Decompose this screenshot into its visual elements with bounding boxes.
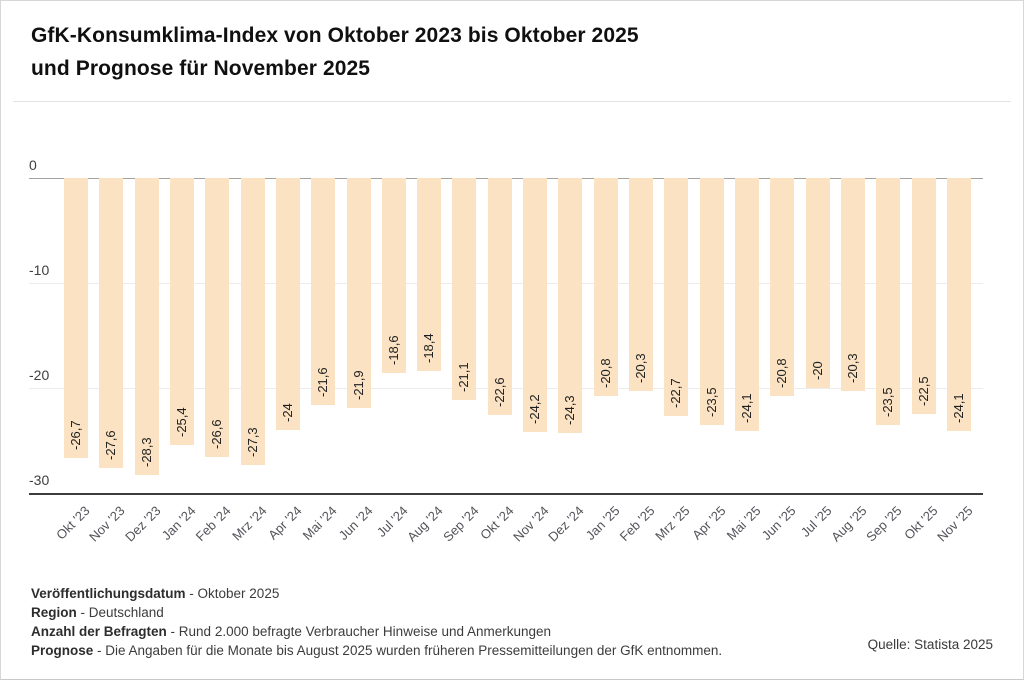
bar-value-label: -20 xyxy=(809,361,825,380)
footer-label: Veröffentlichungsdatum xyxy=(31,586,186,601)
footer-line-publication: Veröffentlichungsdatum - Oktober 2025 xyxy=(31,584,823,603)
bar-value-label: -24,3 xyxy=(562,395,578,426)
bar: -23,5 xyxy=(699,178,724,425)
page-title-line2: und Prognose für November 2025 xyxy=(31,57,371,80)
bar-value-label: -26,7 xyxy=(68,420,83,451)
bar-value-label: -24,2 xyxy=(527,394,543,425)
bar: -20,8 xyxy=(770,178,795,397)
x-axis-line xyxy=(29,493,983,495)
bar-value-label: -24,1 xyxy=(738,393,754,424)
bar-value-label: -21,9 xyxy=(350,370,366,400)
footer-line-forecast: Prognose - Die Angaben für die Monate bi… xyxy=(31,641,823,660)
bar: -18,6 xyxy=(381,178,406,374)
bar: -20,3 xyxy=(629,178,653,392)
bar: -24,1 xyxy=(734,178,759,432)
bar-value-label: -26,6 xyxy=(209,419,225,450)
footer-notes: Veröffentlichungsdatum - Oktober 2025 Re… xyxy=(31,584,823,660)
page-title: GfK-Konsumklima-Index von Oktober 2023 b… xyxy=(31,19,993,85)
page-title-line1: GfK-Konsumklima-Index von Oktober 2023 b… xyxy=(31,24,639,47)
bar: -28,3 xyxy=(134,178,159,476)
y-axis-tick-label: -10 xyxy=(29,262,50,278)
bar: -21,9 xyxy=(346,178,371,408)
bar-value-label: -22,5 xyxy=(915,376,931,407)
bar-value-label: -28,3 xyxy=(138,437,154,468)
bar: -27,3 xyxy=(240,178,265,465)
bar: -22,7 xyxy=(664,178,689,417)
bar-value-label: -20,3 xyxy=(844,353,860,384)
bar: -20,8 xyxy=(593,178,618,397)
bar: -27,6 xyxy=(99,178,124,468)
bar-value-label: -24,1 xyxy=(950,393,966,424)
bar: -25,4 xyxy=(169,178,194,445)
bar: -23,5 xyxy=(876,178,901,425)
bar-value-label: -20,8 xyxy=(774,358,790,389)
footer-label: Prognose xyxy=(31,643,94,658)
bar-value-label: -21,6 xyxy=(315,367,331,397)
bar-value-label: -20,3 xyxy=(633,353,648,384)
y-axis-tick-label: -20 xyxy=(29,367,50,383)
bar: -21,6 xyxy=(311,178,336,405)
bar-value-label: -23,5 xyxy=(880,387,896,417)
bar: -26,7 xyxy=(64,178,88,459)
bar-value-label: -20,8 xyxy=(597,358,613,389)
y-axis-tick-label: -30 xyxy=(29,472,50,488)
bar-value-label: -27,3 xyxy=(244,427,260,457)
bar: -24,1 xyxy=(946,178,971,432)
bar-value-label: -23,5 xyxy=(703,387,719,417)
footer-label: Anzahl der Befragten xyxy=(31,624,167,639)
bar: -18,4 xyxy=(417,178,442,372)
footer-line-respondents: Anzahl der Befragten - Rund 2.000 befrag… xyxy=(31,622,823,641)
bar-value-label: -24 xyxy=(279,403,295,422)
bar: -22,6 xyxy=(487,178,512,416)
footer-value: - Oktober 2025 xyxy=(189,586,280,601)
bar: -20,3 xyxy=(840,178,865,392)
footer-value: - Die Angaben für die Monate bis August … xyxy=(97,643,723,658)
bar-value-label: -22,7 xyxy=(668,378,684,409)
footer-label: Region xyxy=(31,605,77,620)
bars-group: -26,7 -27,6 -28,3 -25,4 -26,6 -27,3 -24 -21,6 -2… xyxy=(64,178,971,493)
footer-value: - Rund 2.000 befragte Verbraucher Hinwei… xyxy=(170,624,552,639)
bar: -20 xyxy=(805,178,830,388)
bar-value-label: -25,4 xyxy=(173,407,189,437)
source-note: Quelle: Statista 2025 xyxy=(867,637,993,652)
bar: -26,6 xyxy=(205,178,230,458)
bar-value-label: -18,6 xyxy=(385,335,401,366)
bar: -22,5 xyxy=(911,178,936,415)
title-divider xyxy=(13,101,1011,102)
bar-value-label: -27,6 xyxy=(103,430,119,460)
bar-value-label: -18,4 xyxy=(421,333,437,364)
y-axis-tick-label: 0 xyxy=(29,157,37,173)
bar: -24 xyxy=(275,178,300,430)
footer-value: - Deutschland xyxy=(80,605,164,620)
bar: -24,2 xyxy=(523,178,548,433)
bar: -24,3 xyxy=(558,178,583,434)
bar-value-label: -22,6 xyxy=(491,377,507,408)
bar: -21,1 xyxy=(452,178,477,400)
footer-line-region: Region - Deutschland xyxy=(31,603,823,622)
bar-value-label: -21,1 xyxy=(456,361,472,392)
